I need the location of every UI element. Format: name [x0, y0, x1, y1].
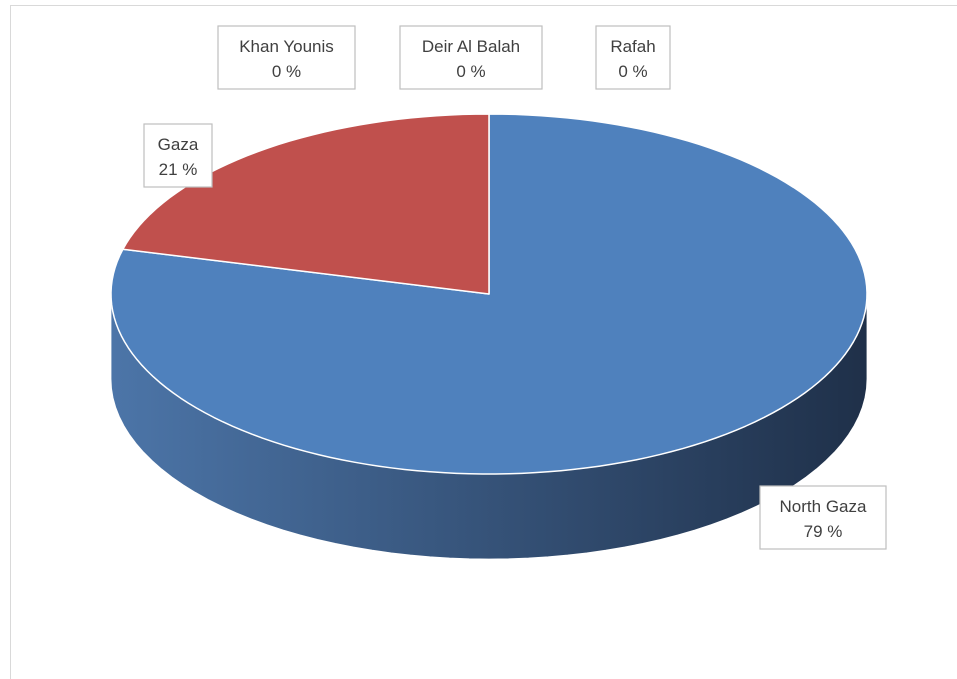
data-label-value: 21 %: [159, 160, 198, 179]
data-label-category: Gaza: [158, 135, 199, 154]
data-label-category: North Gaza: [780, 497, 867, 516]
data-label-box: [399, 25, 543, 90]
data-label-rafah: Rafah 0 %: [595, 25, 671, 90]
chart-frame-top: [10, 5, 957, 6]
data-label-deir-al-balah: Deir Al Balah 0 %: [399, 25, 543, 90]
data-label-category: Khan Younis: [239, 37, 334, 56]
pie-slice-gaza: [122, 113, 490, 295]
data-label-north-gaza: North Gaza 79 %: [759, 485, 887, 550]
data-label-value: 0 %: [618, 62, 647, 81]
chart-frame-left: [10, 5, 11, 679]
data-label-value: 0 %: [272, 62, 301, 81]
data-label-box: [217, 25, 356, 90]
data-label-value: 79 %: [804, 522, 843, 541]
data-label-box: [143, 123, 213, 188]
data-label-box: [595, 25, 671, 90]
data-label-category: Deir Al Balah: [422, 37, 520, 56]
data-label-khan-younis: Khan Younis 0 %: [217, 25, 356, 90]
data-label-box: [759, 485, 887, 550]
data-label-gaza: Gaza 21 %: [143, 123, 213, 188]
data-label-value: 0 %: [456, 62, 485, 81]
data-label-category: Rafah: [610, 37, 655, 56]
